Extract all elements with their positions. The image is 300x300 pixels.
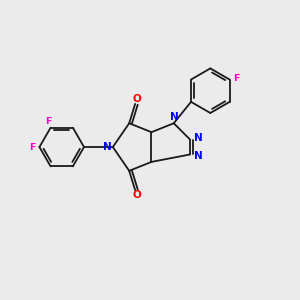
Text: N: N <box>194 151 203 161</box>
Text: O: O <box>133 94 142 104</box>
Text: F: F <box>233 74 240 82</box>
Text: F: F <box>29 142 36 152</box>
Text: F: F <box>45 117 52 126</box>
Text: N: N <box>103 142 111 152</box>
Text: N: N <box>194 133 203 143</box>
Text: N: N <box>170 112 179 122</box>
Text: O: O <box>133 190 142 200</box>
